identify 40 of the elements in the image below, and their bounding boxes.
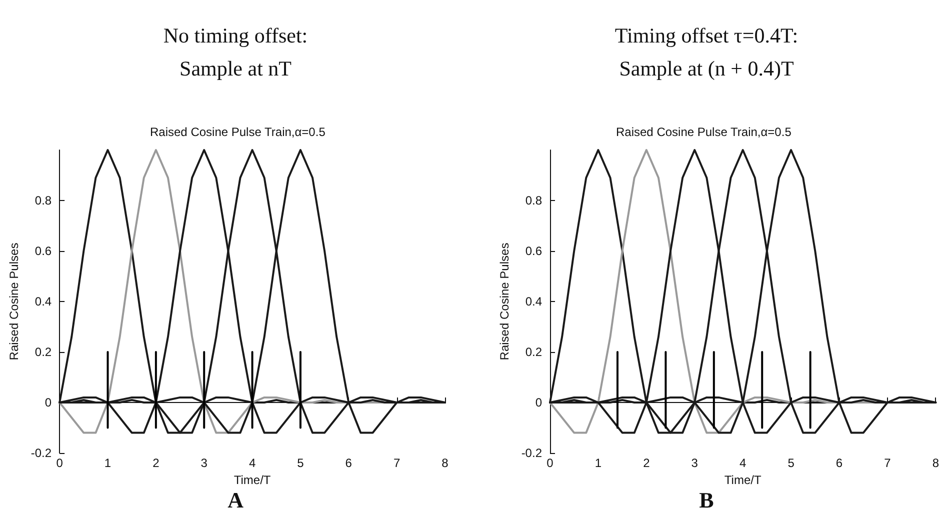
y-tick-label: 0.4	[524, 294, 542, 308]
x-tick-label: 1	[104, 456, 112, 470]
y-tick-label: 0.6	[524, 244, 542, 258]
x-tick-label: 8	[442, 456, 449, 470]
x-tick-label: 6	[835, 456, 842, 470]
y-tick-label: 0.4	[34, 294, 52, 308]
y-tick-label: 0	[44, 396, 52, 410]
y-tick-label: -0.2	[30, 446, 52, 460]
y-axis-title: Raised Cosine Pulses	[496, 242, 511, 360]
x-tick-label: 2	[642, 456, 650, 470]
x-tick-label: 2	[152, 456, 160, 470]
x-tick-label: 1	[594, 456, 602, 470]
x-tick-label: 0	[546, 456, 554, 470]
x-tick-label: 4	[248, 456, 256, 470]
text: A	[228, 488, 244, 512]
chart-subtitle: Raised Cosine Pulse Train,α=0.5	[150, 125, 326, 139]
x-tick-label: 0	[56, 456, 64, 470]
x-tick-label: 5	[297, 456, 304, 470]
y-tick-label: 0.8	[34, 194, 52, 208]
x-tick-label: 5	[787, 456, 794, 470]
x-tick-label: 8	[932, 456, 939, 470]
x-axis-title: Time/T	[724, 472, 762, 487]
x-tick-label: 4	[738, 456, 746, 470]
y-tick-label: 0.2	[34, 345, 52, 359]
x-axis-title: Time/T	[234, 472, 272, 487]
y-tick-label: -0.2	[520, 446, 542, 460]
y-tick-label: 0	[534, 396, 542, 410]
x-tick-label: 6	[345, 456, 352, 470]
y-axis-title: Raised Cosine Pulses	[7, 242, 21, 360]
chart-title: Timing offset τ=0.4T: Sample at (n + 0.4)T	[614, 24, 798, 80]
x-tick-label: 3	[690, 456, 698, 470]
x-tick-label: 3	[200, 456, 208, 470]
chart-title: No timing offset: Sample at nT	[163, 24, 308, 80]
y-tick-label: 0.8	[524, 194, 542, 208]
x-tick-label: 7	[393, 456, 400, 470]
chart-subtitle: Raised Cosine Pulse Train,α=0.5	[616, 125, 792, 139]
y-tick-label: 0.2	[524, 345, 542, 359]
y-tick-label: 0.6	[34, 244, 52, 258]
text: B	[698, 488, 714, 512]
x-tick-label: 7	[884, 456, 891, 470]
